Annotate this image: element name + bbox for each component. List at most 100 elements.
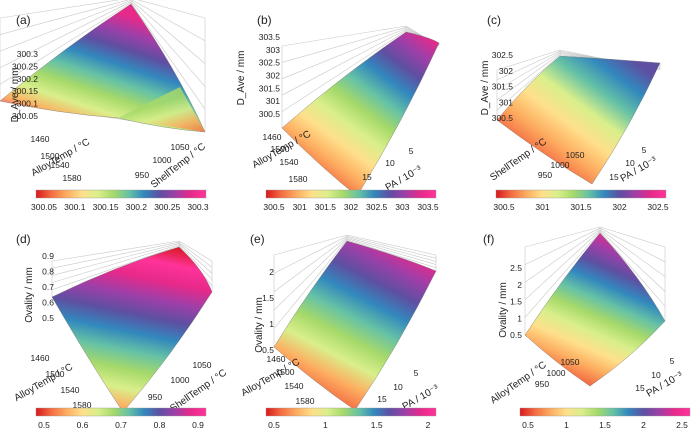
colorbar-tick-label: 301 bbox=[293, 202, 307, 212]
panel-label: (a) bbox=[16, 13, 31, 27]
x-tick-label: 1540 bbox=[51, 160, 70, 170]
colorbar-tick-label: 1 bbox=[323, 420, 328, 430]
colorbar-tick-label: 0.5 bbox=[522, 420, 534, 430]
z-tick-label: 300.3 bbox=[17, 49, 39, 59]
y-tick-label: 1000 bbox=[171, 375, 190, 385]
x-tick-label: 1000 bbox=[551, 160, 570, 170]
z-tick-label: 302.5 bbox=[259, 58, 281, 68]
z-tick-label: 300.1 bbox=[17, 99, 39, 109]
chart-d: (d) Ovality / mm 0.5 0.6 0.7 0.8 0.9 AlloyTemp … bbox=[13, 232, 229, 430]
surface-mesh bbox=[524, 232, 666, 387]
colorbar bbox=[519, 407, 691, 417]
colorbar-tick-label: 301.5 bbox=[570, 202, 592, 212]
y-tick-label: 10 bbox=[393, 382, 403, 392]
x-tick-label: 1500 bbox=[41, 151, 60, 161]
z-tick-label: 300.15 bbox=[12, 86, 38, 96]
z-tick-label: 0.5 bbox=[510, 330, 522, 340]
z-tick-label: 300.25 bbox=[12, 61, 38, 71]
surface-mesh bbox=[281, 31, 440, 197]
y-tick-label: 950 bbox=[135, 170, 149, 180]
surface-mesh bbox=[51, 246, 213, 413]
colorbar bbox=[495, 189, 667, 199]
y-tick-label: 1050 bbox=[193, 360, 212, 370]
colorbar-tick-label: 0.5 bbox=[268, 420, 280, 430]
surface-mesh bbox=[496, 55, 661, 185]
colorbar-tick-label: 300.2 bbox=[126, 202, 148, 212]
z-tick-label: 1.5 bbox=[510, 297, 522, 307]
colorbar-tick-label: 300.5 bbox=[493, 202, 515, 212]
x-tick-label: 1580 bbox=[296, 396, 315, 406]
z-axis-label: D_Ave / mm bbox=[10, 68, 21, 123]
surface-patch bbox=[118, 87, 205, 132]
chart-b: (b) D_Ave / mm 300.5 301 301.5 302 302.5 303 303… bbox=[236, 13, 440, 212]
z-tick-label: 300.5 bbox=[259, 109, 281, 119]
z-tick-label: 1 bbox=[517, 313, 522, 323]
colorbar-tick-label: 0.9 bbox=[192, 420, 204, 430]
z-axis-label: Ovality / mm bbox=[498, 282, 509, 338]
colorbar-tick-label: 0.8 bbox=[154, 420, 166, 430]
colorbar-tick-label: 300.3 bbox=[187, 202, 209, 212]
colorbar-tick-label: 301 bbox=[535, 202, 549, 212]
z-tick-label: 300.2 bbox=[17, 74, 39, 84]
panel-label: (b) bbox=[257, 13, 272, 27]
panel-label: (d) bbox=[16, 232, 31, 246]
x-tick-label: 1500 bbox=[271, 144, 290, 154]
y-tick-label: 15 bbox=[609, 172, 619, 182]
x-tick-label: 950 bbox=[538, 170, 552, 180]
x-tick-label: 1460 bbox=[263, 132, 282, 142]
chart-c: (c)D_Ave / mm300.5301301.5302302.5ShellT… bbox=[480, 13, 669, 212]
z-tick-label: 2 bbox=[269, 267, 274, 277]
panel-label: (f) bbox=[483, 232, 494, 246]
z-tick-label: 302.5 bbox=[492, 50, 514, 60]
x-tick-label: 1500 bbox=[276, 367, 295, 377]
y-axis-label: PA / 10⁻³ bbox=[384, 164, 425, 194]
colorbar-tick-label: 1.5 bbox=[599, 420, 611, 430]
z-tick-label: 0.6 bbox=[42, 298, 54, 308]
y-tick-label: 5 bbox=[414, 368, 419, 378]
y-tick-label: 10 bbox=[651, 370, 661, 380]
y-tick-label: 1050 bbox=[171, 142, 190, 152]
x-tick-label: 1580 bbox=[63, 173, 82, 183]
y-tick-label: 1000 bbox=[153, 155, 172, 165]
z-axis-label: D_Ave / mm bbox=[480, 61, 491, 116]
y-tick-label: 15 bbox=[377, 394, 387, 404]
z-tick-label: 300.05 bbox=[12, 111, 38, 121]
z-tick-label: 301.5 bbox=[492, 82, 514, 92]
x-tick-label: 1000 bbox=[547, 368, 566, 378]
z-axis-label: Ovality / mm bbox=[24, 267, 35, 323]
surface-mesh bbox=[0, 3, 206, 133]
z-tick-label: 1.5 bbox=[262, 293, 274, 303]
z-tick-label: 302 bbox=[499, 66, 513, 76]
z-tick-label: 300.5 bbox=[492, 113, 514, 123]
x-tick-label: 1050 bbox=[561, 357, 580, 367]
colorbar-tick-label: 0.5 bbox=[38, 420, 50, 430]
z-tick-label: 0.9 bbox=[42, 251, 54, 261]
z-tick-label: 1 bbox=[269, 319, 274, 329]
colorbar-tick-label: 302.5 bbox=[647, 202, 669, 212]
y-tick-label: 5 bbox=[642, 145, 647, 155]
z-tick-label: 301.5 bbox=[259, 83, 281, 93]
y-tick-label: 15 bbox=[635, 383, 645, 393]
colorbar bbox=[35, 407, 207, 417]
z-tick-label: 0.5 bbox=[262, 345, 274, 355]
colorbar-tick-label: 2 bbox=[641, 420, 646, 430]
colorbar-tick-label: 300.5 bbox=[263, 202, 285, 212]
x-tick-label: 1500 bbox=[46, 369, 65, 379]
z-axis-label: D_Ave / mm bbox=[236, 51, 247, 106]
z-tick-label: 301 bbox=[499, 97, 513, 107]
y-tick-label: 15 bbox=[362, 172, 372, 182]
y-tick-label: 5 bbox=[409, 146, 414, 156]
colorbar-tick-label: 2 bbox=[426, 420, 431, 430]
x-tick-label: 1580 bbox=[73, 400, 92, 410]
colorbar bbox=[35, 189, 207, 199]
y-tick-label: 10 bbox=[385, 158, 395, 168]
x-tick-label: 1540 bbox=[280, 157, 299, 167]
colorbar bbox=[265, 407, 437, 417]
z-tick-label: 301 bbox=[266, 96, 280, 106]
colorbar-tick-label: 303 bbox=[395, 202, 409, 212]
